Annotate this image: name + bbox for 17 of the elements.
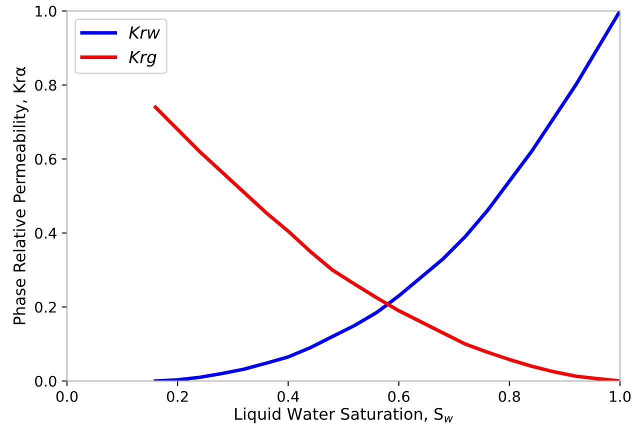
- x-tick-label: 0.0: [56, 390, 78, 402]
- x-tick-label: 0.8: [498, 390, 520, 402]
- y-tick-label: 0.6: [35, 154, 56, 165]
- legend-label: Krw: [129, 26, 160, 39]
- x-tick-label: 0.2: [166, 390, 188, 402]
- legend-label: Krg: [129, 50, 156, 67]
- y-tick-label: 0.0: [35, 376, 56, 387]
- y-tick-label: 0.8: [35, 80, 56, 91]
- y-tick-label: 1.0: [36, 6, 56, 17]
- x-axis-title: Liquid Water Saturation, S$_{w}$: [235, 408, 453, 424]
- y-axis-title: Phase Relative Permeability, Krα: [13, 67, 29, 324]
- y-tick-label: 0.2: [35, 302, 56, 313]
- x-tick-label: 0.4: [278, 390, 299, 402]
- y-tick-label: 0.4: [35, 228, 56, 239]
- line-series: [154, 105, 620, 381]
- x-tick-label: 1.0: [610, 390, 631, 402]
- x-tick-label: 0.6: [388, 390, 410, 402]
